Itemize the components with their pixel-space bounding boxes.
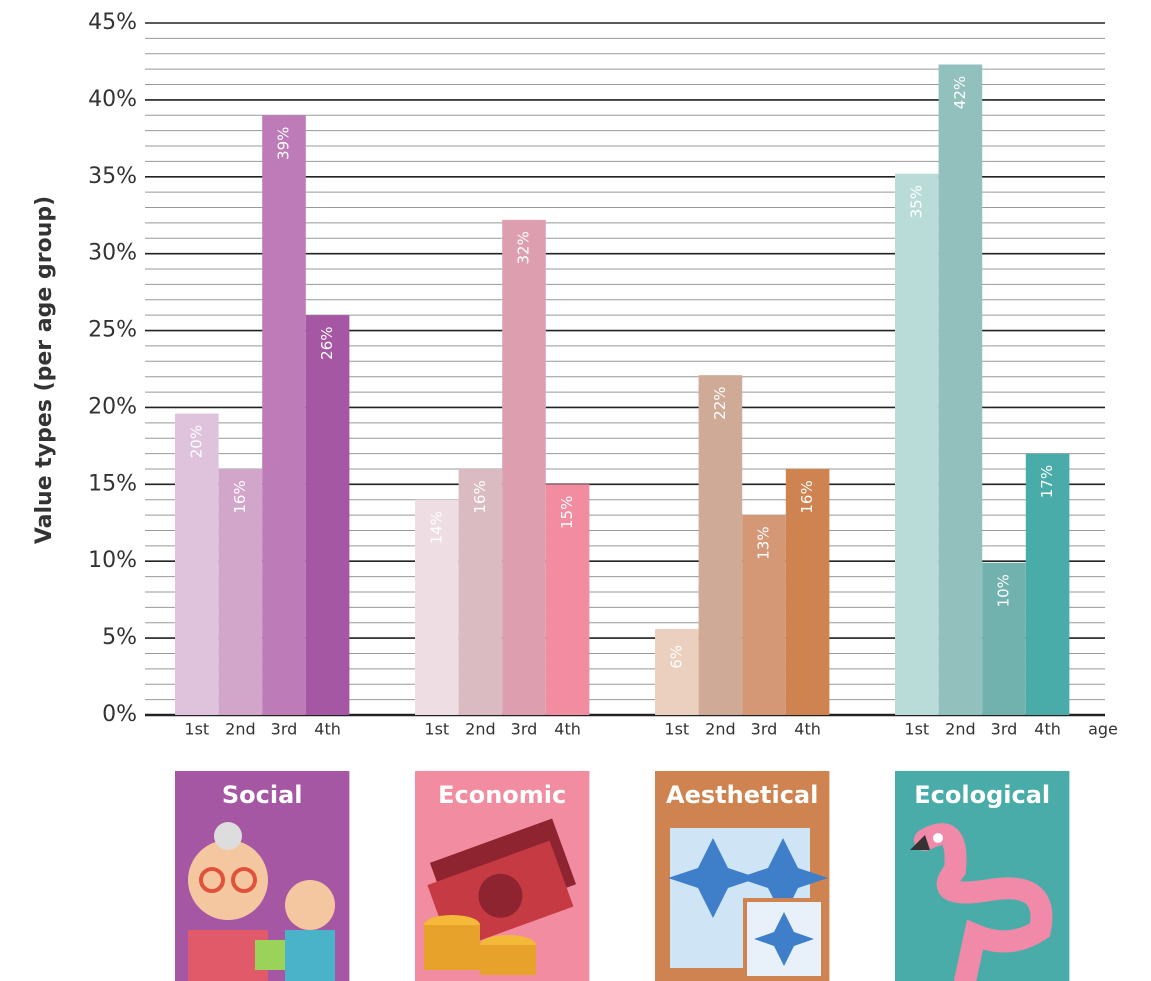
bar <box>698 375 743 715</box>
bar <box>1025 453 1070 715</box>
bar <box>262 115 306 716</box>
value-label: 10% <box>995 574 1013 607</box>
x-tick-label: 4th <box>794 720 821 739</box>
bar <box>502 219 546 715</box>
bar <box>415 499 459 715</box>
y-tick-label: 40% <box>88 87 137 112</box>
value-label: 42% <box>951 76 969 109</box>
y-tick-label: 30% <box>88 241 137 266</box>
y-tick-label: 35% <box>88 164 137 189</box>
value-label: 16% <box>231 480 249 513</box>
y-tick-label: 15% <box>88 471 137 496</box>
value-label: 13% <box>755 526 773 559</box>
x-tick-label: 3rd <box>751 720 778 739</box>
value-label: 14% <box>427 511 445 544</box>
y-tick-label: 25% <box>88 318 137 343</box>
bar <box>458 468 503 715</box>
value-label: 32% <box>515 231 533 264</box>
value-label: 16% <box>471 480 489 513</box>
bar <box>895 173 939 716</box>
value-label: 35% <box>907 185 925 218</box>
x-axis-label: age <box>1088 720 1118 739</box>
bar <box>982 562 1026 715</box>
bar <box>785 468 830 715</box>
value-label: 39% <box>275 127 293 160</box>
bar <box>655 628 699 715</box>
group-title: Social <box>222 781 303 809</box>
x-tick-label: 2nd <box>945 720 975 739</box>
value-label: 22% <box>711 386 729 419</box>
bar <box>938 64 983 715</box>
bar <box>545 484 590 715</box>
y-tick-label: 0% <box>102 702 137 727</box>
x-tick-label: 2nd <box>225 720 255 739</box>
x-tick-label: 4th <box>554 720 581 739</box>
value-label: 17% <box>1038 465 1056 498</box>
bar <box>305 315 350 715</box>
x-tick-label: 4th <box>1034 720 1061 739</box>
x-tick-label: 3rd <box>991 720 1018 739</box>
bar <box>742 515 786 715</box>
value-label: 6% <box>667 645 685 669</box>
group-title: Economic <box>438 781 566 809</box>
x-tick-label: 4th <box>314 720 341 739</box>
y-tick-label: 5% <box>102 625 137 650</box>
x-tick-label: 1st <box>664 720 689 739</box>
y-tick-label: 45% <box>88 10 137 35</box>
y-axis-label: Value types (per age group) <box>32 196 57 544</box>
x-tick-label: 3rd <box>271 720 298 739</box>
x-tick-label: 1st <box>904 720 929 739</box>
bar <box>175 413 219 715</box>
x-tick-label: 2nd <box>705 720 735 739</box>
value-label: 20% <box>187 425 205 458</box>
x-tick-label: 1st <box>424 720 449 739</box>
x-tick-label: 3rd <box>511 720 538 739</box>
value-label: 15% <box>558 496 576 529</box>
x-tick-label: 1st <box>184 720 209 739</box>
value-label: 26% <box>318 327 336 360</box>
value-label: 16% <box>798 480 816 513</box>
x-tick-label: 2nd <box>465 720 495 739</box>
group-title: Ecological <box>914 781 1050 809</box>
y-tick-label: 20% <box>88 394 137 419</box>
bar <box>218 468 263 715</box>
illustrations <box>188 818 1053 981</box>
y-tick-label: 10% <box>88 548 137 573</box>
group-title: Aesthetical <box>666 781 818 809</box>
